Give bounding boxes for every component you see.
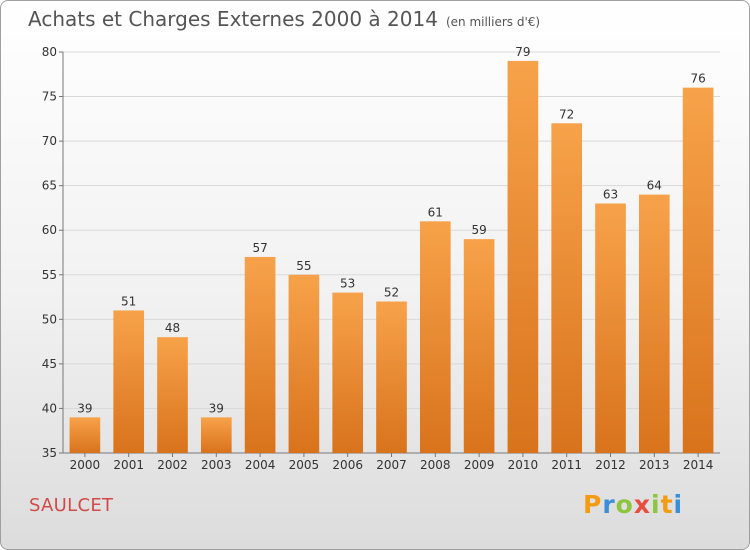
y-tick-label: 45 xyxy=(42,357,57,371)
bar-value-label: 39 xyxy=(77,401,92,415)
logo-letter: i xyxy=(673,490,684,519)
y-tick-label: 55 xyxy=(42,268,57,282)
x-tick-label: 2009 xyxy=(464,458,495,472)
bar-value-label: 48 xyxy=(165,321,180,335)
x-tick-label: 2005 xyxy=(289,458,320,472)
bar xyxy=(200,417,232,453)
chart-title: Achats et Charges Externes 2000 à 2014 (e… xyxy=(28,7,540,31)
bar-value-label: 59 xyxy=(471,223,486,237)
bar-value-label: 63 xyxy=(603,187,618,201)
x-tick-label: 2012 xyxy=(595,458,626,472)
bar-value-label: 64 xyxy=(647,179,662,193)
bar-value-label: 79 xyxy=(515,45,530,59)
y-tick-label: 80 xyxy=(42,45,57,59)
chart-title-text: Achats et Charges Externes 2000 à 2014 xyxy=(28,7,438,31)
y-tick-label: 35 xyxy=(42,446,57,460)
bar-value-label: 55 xyxy=(296,259,311,273)
bar-value-label: 76 xyxy=(690,72,705,86)
x-tick-label: 2006 xyxy=(332,458,363,472)
commune-name: SAULCET xyxy=(29,495,114,516)
bar-value-label: 52 xyxy=(384,286,399,300)
logo-letter: P xyxy=(583,490,603,519)
x-tick-label: 2004 xyxy=(245,458,276,472)
logo-letter: r xyxy=(602,490,616,519)
bar xyxy=(463,239,495,453)
y-tick-label: 70 xyxy=(42,134,57,148)
x-tick-label: 2013 xyxy=(639,458,670,472)
y-tick-label: 60 xyxy=(42,223,57,237)
logo-letter: i xyxy=(651,490,661,519)
bar xyxy=(419,221,451,453)
bar-value-label: 57 xyxy=(252,241,267,255)
bar xyxy=(69,417,101,453)
bar-value-label: 51 xyxy=(121,294,136,308)
x-tick-label: 2007 xyxy=(376,458,407,472)
bar xyxy=(113,310,145,453)
y-tick-label: 65 xyxy=(42,179,57,193)
bar xyxy=(551,123,583,454)
bar xyxy=(638,194,670,454)
bar xyxy=(595,203,626,453)
y-tick-label: 50 xyxy=(42,312,57,326)
bar-value-label: 53 xyxy=(340,277,355,291)
logo-letter: x xyxy=(633,490,651,519)
bar xyxy=(682,87,714,454)
x-tick-label: 2000 xyxy=(70,458,101,472)
logo-letter: o xyxy=(615,490,634,519)
bar xyxy=(332,292,364,453)
x-tick-label: 2014 xyxy=(683,458,714,472)
logo-letter: t xyxy=(660,490,674,519)
bar-value-label: 72 xyxy=(559,107,574,121)
bar-value-label: 39 xyxy=(209,401,224,415)
bar xyxy=(244,256,276,453)
x-tick-label: 2011 xyxy=(551,458,582,472)
bar xyxy=(376,301,407,453)
bar-value-label: 61 xyxy=(428,205,443,219)
proxiti-logo: Proxiti xyxy=(583,490,683,519)
x-tick-label: 2010 xyxy=(508,458,539,472)
y-tick-label: 75 xyxy=(42,90,57,104)
bar xyxy=(157,337,188,453)
x-tick-label: 2003 xyxy=(201,458,232,472)
x-tick-label: 2001 xyxy=(113,458,144,472)
unit-note: (en milliers d'€) xyxy=(445,15,541,29)
bar xyxy=(288,274,320,453)
bar xyxy=(507,60,539,454)
x-tick-label: 2002 xyxy=(157,458,188,472)
y-tick-label: 40 xyxy=(42,401,57,415)
x-tick-label: 2008 xyxy=(420,458,451,472)
